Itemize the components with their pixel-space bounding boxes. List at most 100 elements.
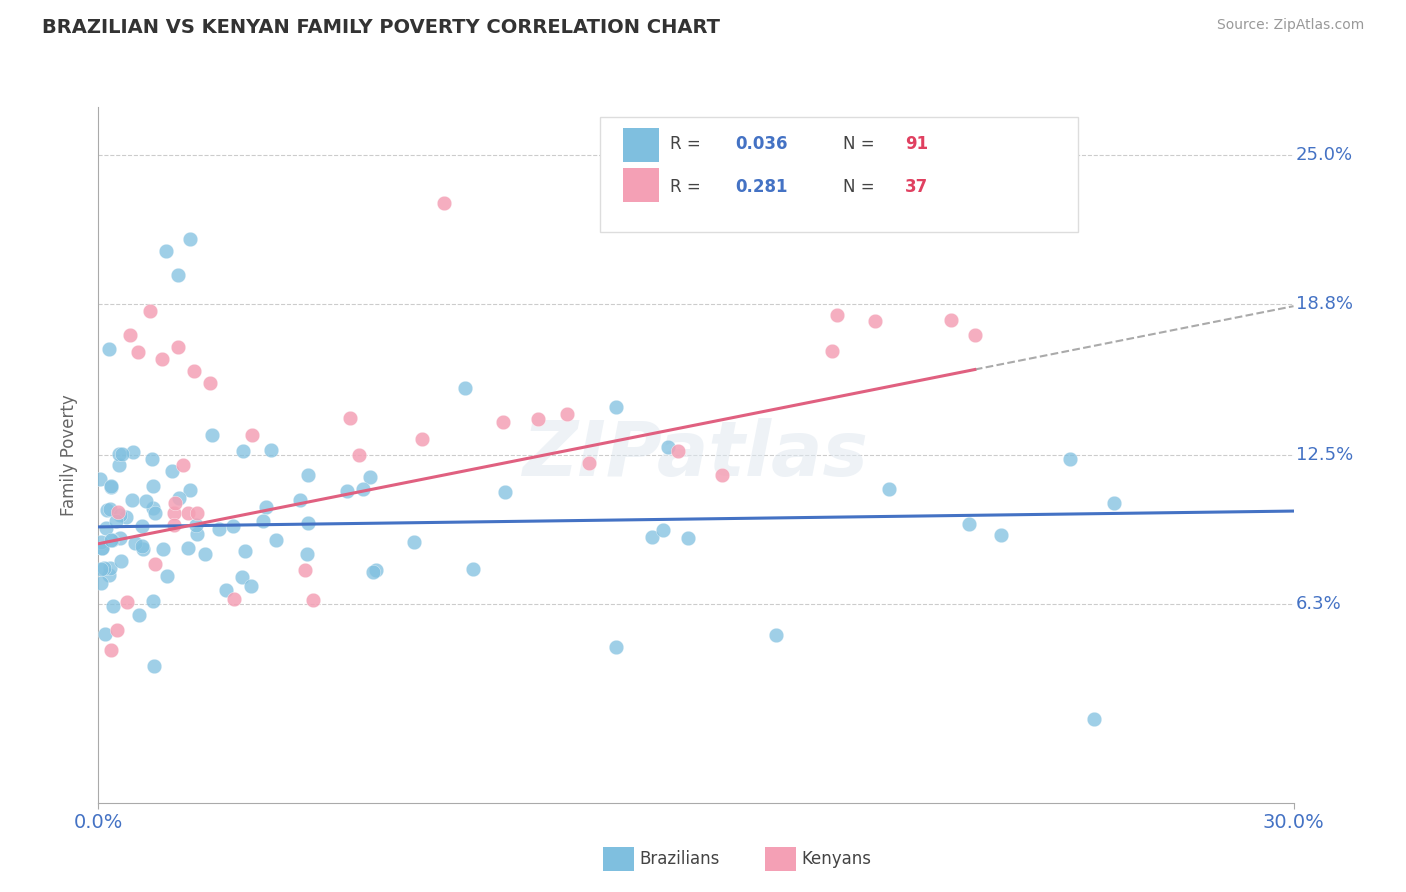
Point bbox=[184, 518, 207, 533]
Point bbox=[254, 500, 277, 514]
Point bbox=[108, 458, 131, 473]
Point bbox=[108, 447, 131, 461]
Point bbox=[127, 344, 149, 359]
Point bbox=[463, 562, 485, 576]
Point bbox=[89, 576, 111, 591]
Point bbox=[678, 531, 700, 545]
Point bbox=[141, 452, 163, 467]
Point bbox=[100, 561, 122, 575]
Point bbox=[1083, 712, 1105, 726]
Point bbox=[121, 493, 143, 508]
Point bbox=[359, 470, 381, 484]
Point bbox=[214, 582, 236, 597]
Point bbox=[302, 593, 325, 607]
Point bbox=[110, 554, 132, 568]
Text: N =: N = bbox=[844, 135, 880, 153]
Point bbox=[186, 506, 208, 520]
Point bbox=[252, 514, 274, 528]
Point bbox=[100, 643, 122, 657]
Point bbox=[963, 328, 986, 343]
Point bbox=[132, 541, 155, 556]
Point bbox=[260, 443, 283, 458]
Point bbox=[143, 659, 166, 673]
Point bbox=[143, 506, 166, 520]
Point bbox=[139, 304, 162, 318]
Point bbox=[222, 592, 245, 607]
Point bbox=[97, 342, 120, 356]
Point bbox=[297, 468, 319, 483]
Point bbox=[297, 516, 319, 530]
Text: Brazilians: Brazilians bbox=[640, 850, 720, 868]
Point bbox=[201, 428, 224, 442]
Point bbox=[128, 607, 150, 622]
Point bbox=[657, 441, 679, 455]
Point bbox=[93, 560, 115, 574]
Point bbox=[97, 568, 120, 582]
Point bbox=[111, 446, 134, 460]
Point bbox=[239, 578, 262, 592]
Point bbox=[198, 376, 221, 390]
Point bbox=[710, 468, 733, 483]
Point bbox=[167, 340, 190, 354]
Point bbox=[156, 568, 179, 582]
Point bbox=[825, 308, 848, 322]
Point bbox=[115, 595, 138, 609]
FancyBboxPatch shape bbox=[600, 118, 1078, 232]
Point bbox=[142, 501, 165, 516]
Point bbox=[176, 541, 198, 555]
Point bbox=[179, 232, 201, 246]
Text: R =: R = bbox=[669, 135, 706, 153]
Point bbox=[578, 456, 600, 470]
Point bbox=[264, 533, 287, 547]
Point bbox=[863, 313, 886, 327]
Point bbox=[160, 464, 183, 478]
Point bbox=[179, 483, 201, 497]
Text: 37: 37 bbox=[905, 178, 928, 196]
Point bbox=[454, 381, 477, 395]
Point bbox=[231, 570, 253, 584]
Text: 6.3%: 6.3% bbox=[1296, 595, 1341, 613]
Point bbox=[172, 458, 194, 473]
Point bbox=[142, 594, 165, 608]
Text: BRAZILIAN VS KENYAN FAMILY POVERTY CORRELATION CHART: BRAZILIAN VS KENYAN FAMILY POVERTY CORRE… bbox=[42, 18, 720, 37]
Point bbox=[433, 196, 456, 211]
Point bbox=[107, 505, 129, 519]
Point bbox=[366, 563, 388, 577]
Text: Kenyans: Kenyans bbox=[801, 850, 872, 868]
Point bbox=[605, 640, 627, 654]
Point bbox=[90, 562, 112, 576]
Point bbox=[90, 535, 112, 549]
Text: Source: ZipAtlas.com: Source: ZipAtlas.com bbox=[1216, 18, 1364, 32]
Point bbox=[169, 491, 191, 505]
Point bbox=[555, 407, 578, 421]
Point bbox=[177, 507, 200, 521]
Point bbox=[100, 533, 122, 548]
Point bbox=[765, 628, 787, 642]
Point bbox=[100, 481, 122, 495]
Point bbox=[150, 351, 173, 366]
Point bbox=[165, 496, 187, 510]
Point bbox=[162, 517, 184, 532]
Point bbox=[990, 528, 1012, 542]
Point bbox=[122, 445, 145, 459]
Text: N =: N = bbox=[844, 178, 880, 196]
Point bbox=[114, 510, 136, 524]
FancyBboxPatch shape bbox=[623, 168, 659, 202]
Point bbox=[91, 541, 114, 555]
Point bbox=[131, 519, 153, 533]
Point bbox=[100, 479, 122, 493]
Point bbox=[877, 482, 900, 496]
Point bbox=[131, 539, 153, 553]
Point bbox=[207, 522, 229, 536]
Text: R =: R = bbox=[669, 178, 706, 196]
Point bbox=[957, 516, 980, 531]
Point bbox=[142, 478, 165, 492]
Point bbox=[492, 415, 515, 429]
Point bbox=[108, 531, 131, 545]
FancyBboxPatch shape bbox=[623, 128, 659, 162]
Point bbox=[167, 268, 190, 282]
Y-axis label: Family Poverty: Family Poverty bbox=[59, 394, 77, 516]
Point bbox=[361, 565, 384, 579]
Point bbox=[240, 428, 263, 442]
Point bbox=[135, 494, 157, 508]
